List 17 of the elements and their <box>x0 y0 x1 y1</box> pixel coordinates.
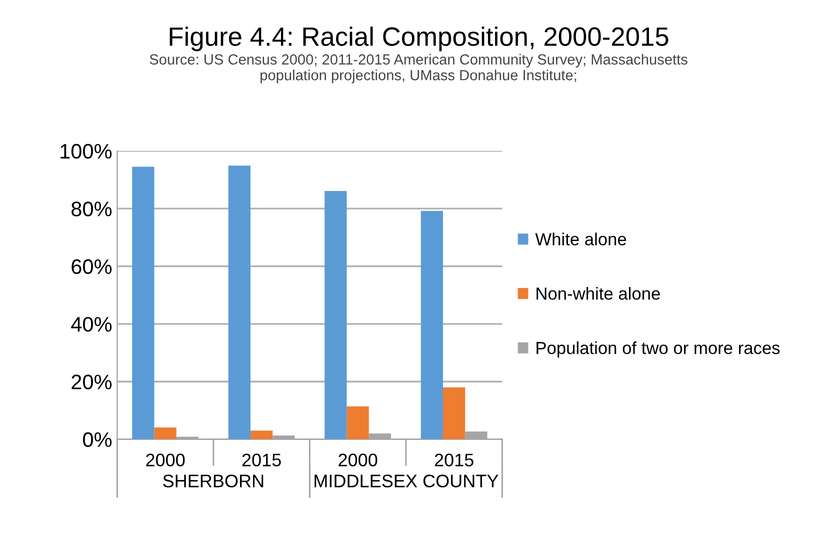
chart-title: Figure 4.4: Racial Composition, 2000-2015 <box>170 26 668 52</box>
legend-label: Non-white alone <box>536 287 660 300</box>
text: SHERBORN <box>163 474 264 488</box>
y-tick-label: 40% <box>71 316 112 332</box>
y-tick-label: 80% <box>72 202 112 216</box>
text: MIDDLESEX COUNTY <box>314 474 498 488</box>
legend-label: Population of two or more races <box>536 341 780 358</box>
x-tick-label: 2015 <box>242 454 281 466</box>
y-tick-label: 0% <box>83 432 112 448</box>
x-tick-label: 2015 <box>434 454 474 466</box>
y-tick-label: 20% <box>72 374 112 390</box>
y-tick-label: 60% <box>72 259 112 274</box>
x-tick-label: 2000 <box>338 454 378 466</box>
legend-label: White alone <box>535 232 626 246</box>
chart-subtitle: Source: US Census 2000; 2011-2015 American Community Survey; Massachusetts population projections, UMass Donahue Institute; <box>150 54 688 84</box>
x-tick-label: 2000 <box>146 454 185 466</box>
y-tick-label: 100% <box>60 144 112 159</box>
